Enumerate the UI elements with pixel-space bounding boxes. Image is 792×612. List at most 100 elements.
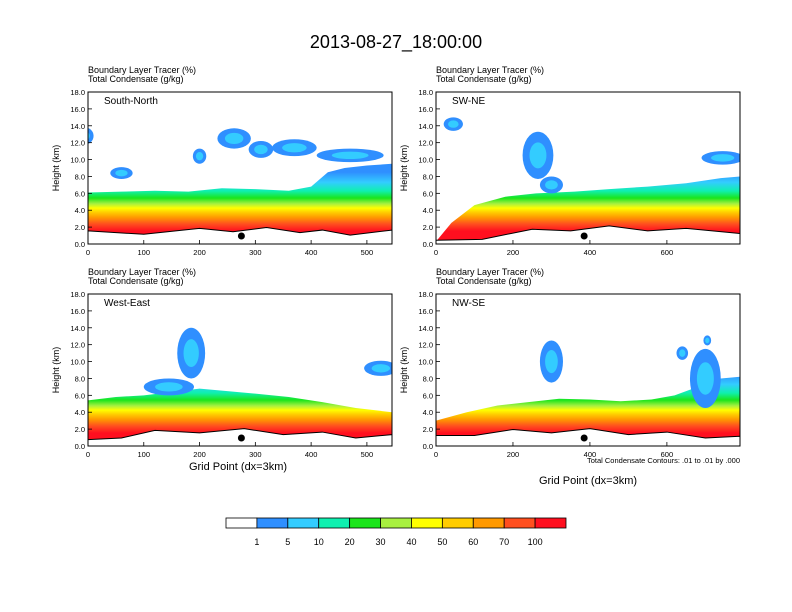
panel-title: South-North xyxy=(104,96,158,107)
panel-south-north: Boundary Layer Tracer (%)Total Condensat… xyxy=(51,65,393,257)
x-tick-label: 400 xyxy=(584,450,597,459)
panel-subtitle-tracer: Boundary Layer Tracer (%) xyxy=(88,267,196,277)
boundary-layer-field xyxy=(436,376,740,446)
contour-note: Total Condensate Contours: .01 to .01 by… xyxy=(587,456,740,465)
panel-title: SW-NE xyxy=(452,96,485,107)
y-axis-label: Height (km) xyxy=(399,145,409,192)
colorbar-swatch xyxy=(287,517,320,529)
colorbar-swatch xyxy=(503,517,536,529)
colorbar-label: 10 xyxy=(314,537,324,547)
x-tick-label: 200 xyxy=(507,248,520,257)
x-tick-label: 400 xyxy=(305,450,318,459)
x-axis-label-right: Grid Point (dx=3km) xyxy=(539,475,637,487)
y-tick-label: 6.0 xyxy=(423,189,433,198)
y-tick-label: 10.0 xyxy=(418,156,433,165)
y-tick-label: 0.0 xyxy=(75,240,85,249)
y-tick-label: 8.0 xyxy=(75,374,85,383)
colorbar-label: 20 xyxy=(345,537,355,547)
y-tick-label: 2.0 xyxy=(75,223,85,232)
panel-subtitle-tracer: Boundary Layer Tracer (%) xyxy=(436,65,544,75)
x-tick-label: 0 xyxy=(434,450,438,459)
colorbar-label: 100 xyxy=(528,537,543,547)
cloud-core xyxy=(448,120,459,128)
plot-frame xyxy=(87,91,393,245)
x-tick-label: 400 xyxy=(584,248,597,257)
y-axis-label: Height (km) xyxy=(399,347,409,394)
x-tick-label: 300 xyxy=(249,248,262,257)
plot-area xyxy=(436,117,740,244)
colorbar-label: 60 xyxy=(468,537,478,547)
x-tick-label: 600 xyxy=(661,248,674,257)
y-tick-label: 12.0 xyxy=(418,341,433,350)
x-tick-label: 600 xyxy=(661,450,674,459)
x-tick-label: 0 xyxy=(86,450,90,459)
site-marker xyxy=(237,434,245,442)
panel-west-east: Boundary Layer Tracer (%)Total Condensat… xyxy=(51,267,393,459)
figure-title: 2013-08-27_18:00:00 xyxy=(310,32,482,53)
y-tick-label: 6.0 xyxy=(75,189,85,198)
y-tick-label: 4.0 xyxy=(75,408,85,417)
y-tick-label: 18.0 xyxy=(70,290,85,299)
cloud-core xyxy=(183,339,199,368)
plot-area xyxy=(88,327,392,446)
cloud-core xyxy=(679,349,686,357)
y-tick-label: 12.0 xyxy=(418,139,433,148)
colorbar: 1 5 10 20 30 40 50 60 70 100 xyxy=(225,517,567,547)
y-tick-label: 18.0 xyxy=(70,88,85,97)
y-tick-label: 14.0 xyxy=(418,122,433,131)
y-tick-label: 10.0 xyxy=(418,358,433,367)
y-tick-label: 4.0 xyxy=(423,206,433,215)
colorbar-swatch xyxy=(472,517,505,529)
y-tick-label: 16.0 xyxy=(418,307,433,316)
cloud-core xyxy=(331,151,369,160)
y-tick-label: 14.0 xyxy=(70,122,85,131)
cloud-core xyxy=(711,154,735,162)
panel-subtitle-condensate: Total Condensate (g/kg) xyxy=(88,276,184,286)
colorbar-swatch xyxy=(441,517,474,529)
cloud-core xyxy=(545,180,558,190)
colorbar-swatch xyxy=(534,517,567,529)
y-tick-label: 10.0 xyxy=(70,156,85,165)
cloud-core xyxy=(195,151,204,161)
x-tick-label: 0 xyxy=(434,248,438,257)
cloud-core xyxy=(696,362,714,395)
x-tick-label: 400 xyxy=(305,248,318,257)
panel-subtitle-tracer: Boundary Layer Tracer (%) xyxy=(88,65,196,75)
y-tick-label: 18.0 xyxy=(418,290,433,299)
y-tick-label: 14.0 xyxy=(70,324,85,333)
plot-frame xyxy=(435,91,741,245)
cloud-core xyxy=(115,169,128,177)
y-tick-label: 16.0 xyxy=(70,105,85,114)
colorbar-label: 70 xyxy=(499,537,509,547)
y-tick-label: 0.0 xyxy=(75,442,85,451)
colorbar-label: 40 xyxy=(406,537,416,547)
cloud-core xyxy=(529,142,547,169)
plot-area xyxy=(88,127,392,244)
boundary-layer-field xyxy=(436,176,740,244)
colorbar-label: 30 xyxy=(376,537,386,547)
y-tick-label: 2.0 xyxy=(423,425,433,434)
y-tick-label: 18.0 xyxy=(418,88,433,97)
x-tick-label: 300 xyxy=(249,450,262,459)
panel-subtitle-condensate: Total Condensate (g/kg) xyxy=(436,276,532,286)
site-marker xyxy=(580,434,588,442)
x-tick-label: 200 xyxy=(193,248,206,257)
x-tick-label: 200 xyxy=(507,450,520,459)
y-tick-label: 0.0 xyxy=(423,240,433,249)
cloud-core xyxy=(155,382,183,392)
y-tick-label: 2.0 xyxy=(423,223,433,232)
y-axis-label: Height (km) xyxy=(51,347,61,394)
x-axis-label-left: Grid Point (dx=3km) xyxy=(189,461,287,473)
panel-title: NW-SE xyxy=(452,298,485,309)
colorbar-swatch xyxy=(380,517,412,529)
y-tick-label: 6.0 xyxy=(423,391,433,400)
cloud-core xyxy=(545,349,558,374)
site-marker xyxy=(580,232,588,240)
terrain-profile xyxy=(436,225,740,244)
panel-sw-ne: Boundary Layer Tracer (%)Total Condensat… xyxy=(399,65,741,257)
panel-subtitle-condensate: Total Condensate (g/kg) xyxy=(436,74,532,84)
y-tick-label: 4.0 xyxy=(75,206,85,215)
boundary-layer-field xyxy=(88,163,392,244)
colorbar-label: 50 xyxy=(437,537,447,547)
